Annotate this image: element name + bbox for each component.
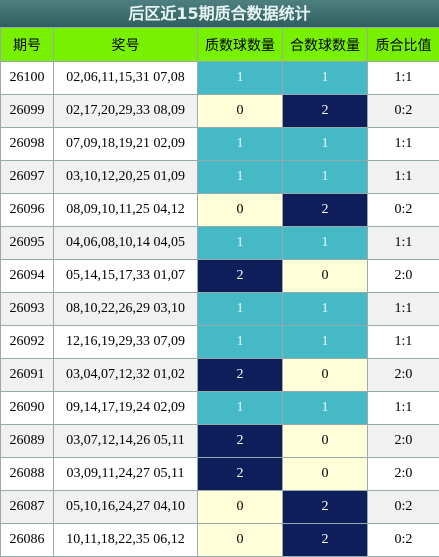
table-row: 26086 10,11,18,22,35 06,12 0 2 0:2 (0, 523, 439, 557)
table-cell: 1:1 (367, 391, 439, 425)
table-cell: 0:2 (367, 94, 439, 128)
table-cell: 2:0 (367, 358, 439, 392)
table-cell: 0:2 (367, 193, 439, 227)
table-cell: 2 (282, 94, 368, 128)
table-row: 26099 02,17,20,29,33 08,09 0 2 0:2 (0, 94, 439, 128)
table-cell: 0 (282, 358, 368, 392)
table-cell: 1 (282, 127, 368, 161)
header-cell: 质合比值 (367, 27, 439, 62)
table-cell: 04,06,08,10,14 04,05 (53, 226, 198, 260)
table-cell: 0 (282, 259, 368, 293)
table-cell: 26098 (0, 127, 54, 161)
table-cell: 26091 (0, 358, 54, 392)
table-row: 26091 03,04,07,12,32 01,02 2 0 2:0 (0, 358, 439, 392)
table-row: 26097 03,10,12,20,25 01,09 1 1 1:1 (0, 160, 439, 194)
table-cell: 1:1 (367, 160, 439, 194)
stats-table: 期号 奖号 质数球数量 合数球数量 质合比值 26100 02,06,11,15,31 0… (0, 27, 439, 557)
table-cell: 26088 (0, 457, 54, 491)
table-cell: 26094 (0, 259, 54, 293)
table-cell: 26095 (0, 226, 54, 260)
table-row: 26089 03,07,12,14,26 05,11 2 0 2:0 (0, 424, 439, 458)
table-cell: 0 (197, 193, 283, 227)
table-cell: 10,11,18,22,35 06,12 (53, 523, 198, 557)
table-cell: 2:0 (367, 424, 439, 458)
table-cell: 08,09,10,11,25 04,12 (53, 193, 198, 227)
table-cell: 12,16,19,29,33 07,09 (53, 325, 198, 359)
table-cell: 05,10,16,24,27 04,10 (53, 490, 198, 524)
table-cell: 1 (282, 292, 368, 326)
table-row: 26095 04,06,08,10,14 04,05 1 1 1:1 (0, 226, 439, 260)
table-cell: 05,14,15,17,33 01,07 (53, 259, 198, 293)
table-cell: 1 (197, 127, 283, 161)
table-cell: 26100 (0, 61, 54, 95)
table-cell: 1 (282, 325, 368, 359)
table-cell: 0 (197, 523, 283, 557)
table-cell: 26086 (0, 523, 54, 557)
table-cell: 07,09,18,19,21 02,09 (53, 127, 198, 161)
table-cell: 26089 (0, 424, 54, 458)
table-cell: 1 (282, 391, 368, 425)
table-cell: 03,10,12,20,25 01,09 (53, 160, 198, 194)
table-cell: 09,14,17,19,24 02,09 (53, 391, 198, 425)
table-row: 26093 08,10,22,26,29 03,10 1 1 1:1 (0, 292, 439, 326)
table-cell: 2 (282, 490, 368, 524)
header-cell: 期号 (0, 27, 54, 62)
header-cell: 质数球数量 (197, 27, 283, 62)
table-cell: 2 (197, 424, 283, 458)
header-cell: 合数球数量 (282, 27, 368, 62)
table-cell: 1:1 (367, 61, 439, 95)
table-row: 26092 12,16,19,29,33 07,09 1 1 1:1 (0, 325, 439, 359)
table-cell: 2 (197, 457, 283, 491)
table-row: 26087 05,10,16,24,27 04,10 0 2 0:2 (0, 490, 439, 524)
table-cell: 0 (282, 457, 368, 491)
table-row: 26096 08,09,10,11,25 04,12 0 2 0:2 (0, 193, 439, 227)
table-cell: 1 (197, 292, 283, 326)
title: 后区近15期质合数据统计 (0, 0, 439, 27)
table-cell: 02,06,11,15,31 07,08 (53, 61, 198, 95)
table-cell: 2:0 (367, 457, 439, 491)
table-cell: 2 (282, 523, 368, 557)
header-cell: 奖号 (53, 27, 198, 62)
table-cell: 0:2 (367, 490, 439, 524)
table-cell: 26093 (0, 292, 54, 326)
table-cell: 2 (197, 259, 283, 293)
table-cell: 03,04,07,12,32 01,02 (53, 358, 198, 392)
table-cell: 03,09,11,24,27 05,11 (53, 457, 198, 491)
table-cell: 1:1 (367, 325, 439, 359)
table-row: 26098 07,09,18,19,21 02,09 1 1 1:1 (0, 127, 439, 161)
table-cell: 1:1 (367, 292, 439, 326)
table-cell: 0:2 (367, 523, 439, 557)
table-row: 26090 09,14,17,19,24 02,09 1 1 1:1 (0, 391, 439, 425)
table-cell: 26097 (0, 160, 54, 194)
table-cell: 2:0 (367, 259, 439, 293)
table-cell: 0 (282, 424, 368, 458)
table-cell: 26099 (0, 94, 54, 128)
table-row: 26100 02,06,11,15,31 07,08 1 1 1:1 (0, 61, 439, 95)
table-row: 26094 05,14,15,17,33 01,07 2 0 2:0 (0, 259, 439, 293)
table-cell: 1:1 (367, 226, 439, 260)
table-cell: 0 (197, 490, 283, 524)
table-cell: 26087 (0, 490, 54, 524)
table-cell: 1 (197, 160, 283, 194)
table-cell: 1 (282, 226, 368, 260)
table-cell: 1:1 (367, 127, 439, 161)
table-cell: 08,10,22,26,29 03,10 (53, 292, 198, 326)
table-cell: 1 (197, 226, 283, 260)
table-cell: 1 (282, 160, 368, 194)
table-cell: 02,17,20,29,33 08,09 (53, 94, 198, 128)
table-cell: 1 (197, 391, 283, 425)
table-cell: 0 (197, 94, 283, 128)
table-cell: 1 (282, 61, 368, 95)
table-cell: 26092 (0, 325, 54, 359)
header-row: 期号 奖号 质数球数量 合数球数量 质合比值 (0, 27, 439, 62)
table-cell: 03,07,12,14,26 05,11 (53, 424, 198, 458)
table-cell: 1 (197, 325, 283, 359)
table-cell: 2 (282, 193, 368, 227)
table-cell: 1 (197, 61, 283, 95)
table-cell: 26090 (0, 391, 54, 425)
table-cell: 26096 (0, 193, 54, 227)
table-row: 26088 03,09,11,24,27 05,11 2 0 2:0 (0, 457, 439, 491)
table-cell: 2 (197, 358, 283, 392)
